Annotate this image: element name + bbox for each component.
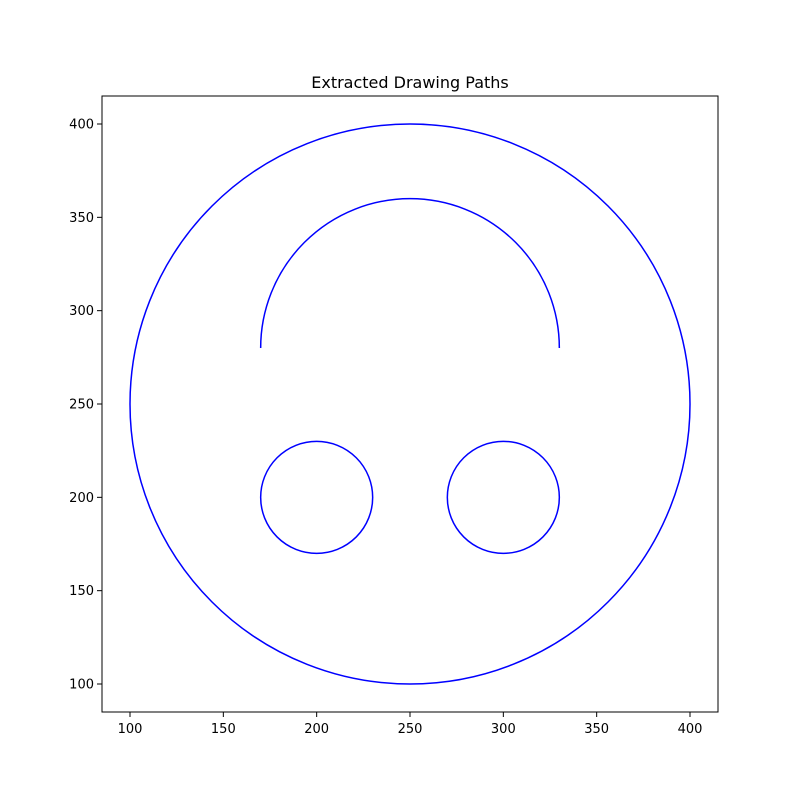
x-tick-label: 200: [304, 722, 329, 737]
x-tick-label: 350: [584, 722, 609, 737]
path-circle-3: [446, 440, 561, 555]
drawing-paths: [129, 123, 691, 685]
y-tick-label: 200: [69, 491, 94, 506]
x-tick-label: 250: [398, 722, 423, 737]
path-circle-2: [259, 440, 374, 555]
x-tick-label: 300: [491, 722, 516, 737]
y-tick-label: 400: [69, 118, 94, 133]
path-circle-0: [129, 123, 691, 685]
y-tick-label: 300: [69, 304, 94, 319]
x-tick-label: 150: [211, 722, 236, 737]
y-tick-label: 250: [69, 398, 94, 413]
plot-area-frame: [101, 95, 719, 713]
x-axis: 100 150 200 250 300 350 400: [118, 712, 703, 737]
chart-title: Extracted Drawing Paths: [311, 73, 509, 92]
y-tick-label: 100: [69, 678, 94, 693]
x-tick-label: 400: [678, 722, 703, 737]
x-tick-label: 100: [118, 722, 143, 737]
path-arc-1: [259, 198, 561, 349]
y-tick-label: 150: [69, 584, 94, 599]
y-axis: 100 150 200 250 300 350 400: [69, 118, 102, 693]
y-tick-label: 350: [69, 211, 94, 226]
